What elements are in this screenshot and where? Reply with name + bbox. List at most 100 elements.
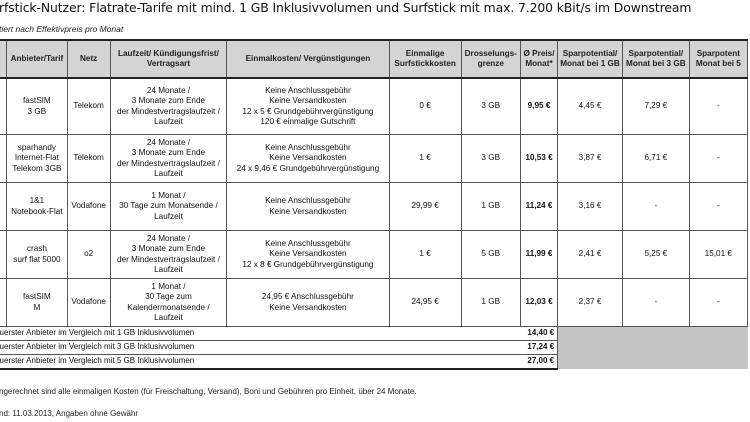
table-cell: 7,29 € (622, 77, 690, 135)
cell-line: Keine Versandkosten (269, 96, 347, 105)
table-cell: Keine Anschlussgebühr Keine Versandkosten… (226, 230, 390, 279)
table-cell (0, 230, 8, 279)
table-cell: fastSIM M (6, 278, 68, 327)
tariff-table: Anbieter/Tarif Netz Laufzeit/ Kündigungsfr… (0, 39, 749, 370)
cell-line: Telekom 3GB (12, 163, 62, 173)
table-cell: 24 Monate /3 Monate zum Ende der Mindestv… (109, 77, 228, 135)
header-row: Anbieter/Tarif Netz Laufzeit/ Kündigungsfr… (0, 39, 749, 79)
table-cell: 9,95 € (519, 77, 559, 135)
table-cell: 3 GB (460, 134, 521, 183)
cell-line: Laufzeit (154, 211, 183, 221)
table-cell: Vodafone (66, 182, 111, 231)
table-cell: 12,03 € (519, 278, 559, 327)
table-cell: Telekom (66, 77, 111, 135)
table-cell: 3 GB (460, 77, 521, 135)
table-row: 1&1 Notebook-Flat Vodafone 1 Monat /30 Tage… (0, 182, 749, 231)
table-cell (0, 182, 8, 231)
table-cell: 3,87 € (557, 134, 623, 183)
table-cell: 24 Monate /3 Monate zum Ende der Mindestv… (109, 230, 228, 279)
cell-line: crash (26, 244, 47, 253)
table-cell: Keine Anschlussgebühr Keine Versandkosten… (226, 134, 390, 183)
cell-line: surf flat 5000 (13, 254, 61, 264)
cell-line: Laufzeit (154, 265, 183, 274)
table-cell: o2 (66, 230, 111, 279)
table-cell: fastSIM 3 GB (6, 77, 68, 135)
table-cell (0, 77, 8, 135)
table-cell: 4,45 € (557, 77, 623, 135)
table-cell: - (622, 182, 690, 231)
cell-line: 12 x 5 € Grundgebührvergünstigung (242, 106, 374, 116)
table-row: crash surf flat 5000 o2 24 Monate /3 Monate… (0, 230, 749, 279)
table-cell: 15,01 € (688, 230, 749, 279)
cell-line: sparhandy (17, 142, 57, 152)
table-cell: 11,99 € (519, 230, 559, 279)
table-cell: 0 € (388, 77, 462, 135)
table-cell: 2,37 € (557, 278, 623, 327)
cell-line: 24 Monate / (146, 137, 191, 147)
header-cell: Laufzeit/ Kündigungsfrist/ Vertragsart (109, 39, 228, 79)
table-cell: 1 Monat /30 Tage zum Kalendermonatsende /… (109, 278, 228, 327)
summary-label: uerster Anbieter im Vergleich mit 5 GB I… (0, 354, 521, 370)
cell-line: Keine Anschlussgebühr (265, 196, 351, 205)
table-row: fastSIM 3 GB Telekom 24 Monate /3 Monate zu… (0, 77, 749, 135)
table-cell: 5 GB (460, 230, 521, 279)
table-row: sparhandy Internet-Flat Telekom 3GB Telekom… (0, 134, 749, 183)
table-cell: crash surf flat 5000 (6, 230, 68, 279)
stand-note: nd: 11.03.2013, Angaben ohne Gewähr (0, 409, 139, 418)
table-cell: 5,25 € (622, 230, 690, 279)
subtitle: tiert nach Effektivpreis pro Monat (0, 24, 124, 34)
header-cell: Ø Preis/ Monat* (519, 39, 559, 79)
cell-line: Laufzeit (154, 169, 183, 178)
cell-line: M (33, 302, 41, 312)
summary-label: uerster Anbieter im Vergleich mit 1 GB I… (0, 326, 521, 341)
summary-label: uerster Anbieter im Vergleich mit 3 GB I… (0, 340, 521, 355)
table-cell: 24,95 € Anschlussgebühr Keine Versandkost… (226, 278, 390, 327)
cell-line: Keine Anschlussgebühr (265, 142, 351, 152)
table-cell: 11,24 € (519, 182, 559, 231)
cell-line: Laufzeit (154, 313, 183, 322)
table-cell: 1 € (388, 230, 462, 279)
grey-fill (557, 354, 748, 369)
grey-fill (557, 326, 748, 341)
table-cell: Vodafone (66, 278, 111, 327)
cell-line: 3 Monate zum Ende (131, 148, 206, 157)
table-cell: 29,99 € (388, 182, 462, 231)
cell-line: Keine Versandkosten (269, 153, 347, 163)
cell-line: 24,95 € Anschlussgebühr (261, 292, 354, 301)
cell-line: 1 Monat / (151, 281, 186, 291)
cell-line: fastSIM (23, 292, 51, 301)
table-cell: Keine Anschlussgebühr Keine Versandkosten (226, 182, 390, 231)
cell-line: 1&1 (29, 196, 45, 205)
table-cell: 10,53 € (519, 134, 559, 183)
header-cell (0, 39, 8, 79)
cell-line: Notebook-Flat (11, 206, 63, 216)
cell-line: fastSIM (23, 96, 51, 105)
table-cell: 3,16 € (557, 182, 623, 231)
table-cell: - (622, 278, 690, 327)
table-cell (0, 278, 8, 327)
table-cell (0, 134, 8, 183)
cell-line: 3 Monate zum Ende (131, 244, 206, 253)
table-cell: 1 GB (460, 182, 521, 231)
summary-value: 27,00 € (520, 354, 559, 370)
cell-line: Keine Versandkosten (269, 302, 347, 312)
header-cell: Einmalige Surfstickkosten (388, 39, 462, 79)
table-cell: - (688, 134, 749, 183)
header-cell: Drosselungs- grenze (460, 39, 521, 79)
header-cell: Sparpotential/ Monat bei 1 GB (557, 39, 623, 79)
summary-row: uerster Anbieter im Vergleich mit 3 GB I… (0, 340, 748, 355)
cell-line: der Mindestvertragslaufzeit / (117, 158, 220, 168)
cell-line: 1 Monat / (151, 190, 186, 200)
table-cell: 2,41 € (557, 230, 623, 279)
page-title: rfstick-Nutzer: Flatrate-Tarife mit mind… (0, 0, 692, 15)
cell-line: 24 Monate / (146, 233, 191, 243)
table-cell: 24 Monate /3 Monate zum Ende der Mindestv… (109, 134, 228, 183)
header-cell: Netz (66, 39, 111, 79)
cell-line: 120 € einmalige Gutschrift (260, 117, 356, 126)
summary-row: uerster Anbieter im Vergleich mit 1 GB I… (0, 326, 748, 341)
header-cell: Einmalkosten/ Vergünstigungen (226, 39, 390, 79)
cell-line: 3 GB (27, 106, 47, 116)
table-cell: sparhandy Internet-Flat Telekom 3GB (6, 134, 68, 183)
cell-line: Kalendermonatsende / (127, 302, 210, 312)
table-cell: Telekom (66, 134, 111, 183)
